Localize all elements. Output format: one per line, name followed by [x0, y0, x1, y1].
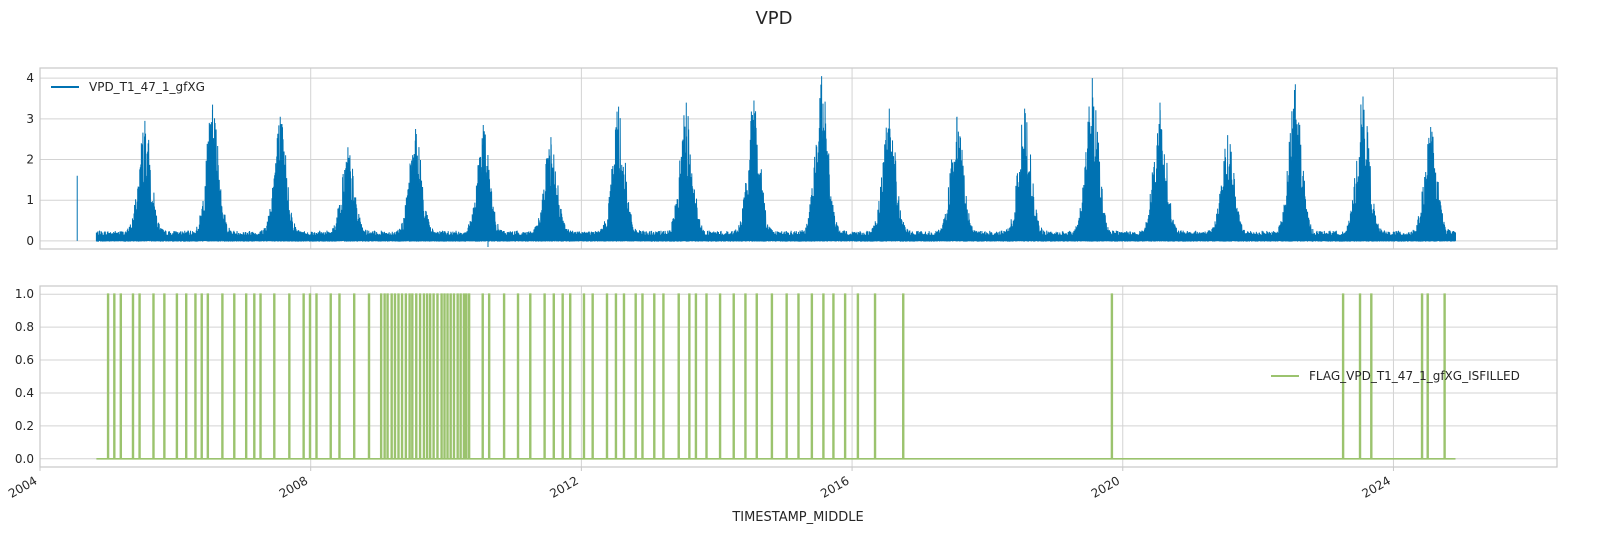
flag-y-tick-label: 0.0: [15, 452, 34, 466]
vpd-y-tick-label: 4: [26, 71, 34, 85]
x-tick-label: 2024: [1360, 473, 1393, 500]
flag-plot-frame: [39, 285, 1558, 468]
vpd-y-tick-label: 2: [26, 153, 34, 167]
vpd-panel: 0 1 2 3 4 VPD_T1_47_1_gfXG: [26, 67, 1558, 250]
vpd-series-line: [76, 76, 1456, 247]
flag-series-line: [96, 293, 1456, 460]
x-axis-label: TIMESTAMP_MIDDLE: [731, 510, 863, 525]
vpd-y-tick-label: 3: [26, 112, 34, 126]
vpd-y-tick-label: 0: [26, 234, 34, 248]
x-tick-label: 2020: [1089, 473, 1122, 500]
flag-y-tick-label: 1.0: [15, 287, 34, 301]
x-tick-label: 2016: [818, 473, 851, 500]
flag-y-tick-label: 0.2: [15, 419, 34, 433]
figure-title: VPD: [755, 8, 792, 29]
vpd-y-ticks: 0 1 2 3 4: [26, 71, 34, 248]
x-axis-ticks: 2004 2008 2012 2016 2020 2024: [6, 467, 1394, 501]
vpd-legend: VPD_T1_47_1_gfXG: [51, 80, 205, 94]
flag-panel: 0.0 0.2 0.4 0.6 0.8 1.0 FLAG_VPD_T1_47_1_gfXG…: [15, 285, 1558, 468]
x-tick-label: 2008: [277, 473, 310, 500]
flag-y-tick-label: 0.8: [15, 320, 34, 334]
vpd-y-tick-label: 1: [26, 193, 34, 207]
flag-y-tick-label: 0.4: [15, 386, 34, 400]
flag-legend: FLAG_VPD_T1_47_1_gfXG_ISFILLED: [1271, 369, 1520, 383]
x-tick-label: 2012: [547, 473, 580, 500]
vpd-plot-frame: [39, 67, 1558, 250]
flag-legend-label: FLAG_VPD_T1_47_1_gfXG_ISFILLED: [1309, 369, 1520, 383]
x-tick-label: 2004: [6, 473, 39, 500]
vpd-legend-label: VPD_T1_47_1_gfXG: [89, 80, 205, 94]
flag-y-ticks: 0.0 0.2 0.4 0.6 0.8 1.0: [15, 287, 34, 466]
flag-y-tick-label: 0.6: [15, 353, 34, 367]
